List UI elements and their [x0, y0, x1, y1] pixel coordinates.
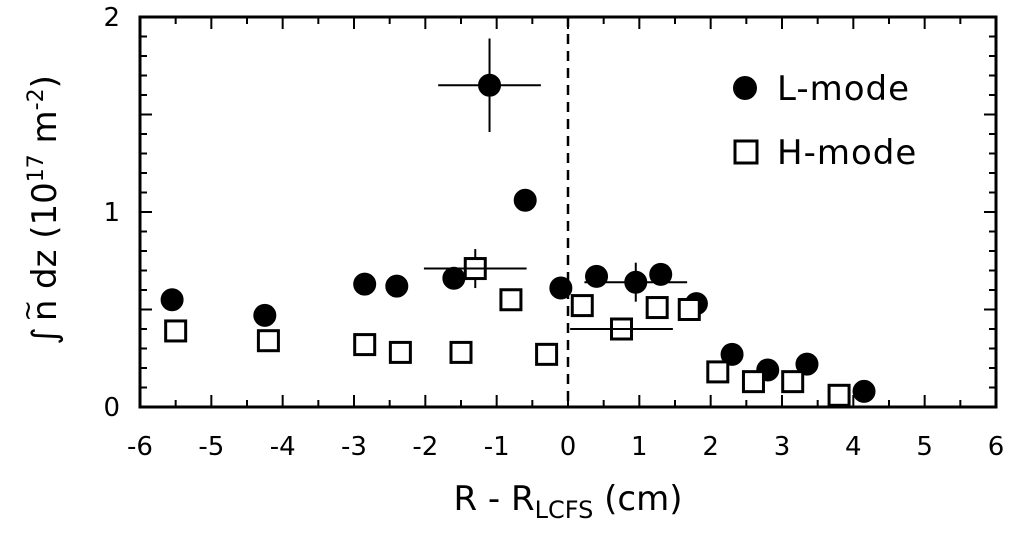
legend: L-mode H-mode — [733, 69, 917, 173]
y-axis-title-var: n — [25, 300, 65, 322]
l-mode-point — [549, 276, 573, 300]
h-mode-point — [256, 329, 280, 353]
h-mode-point — [449, 340, 473, 364]
axis-ticks: -6 -5 -4 -3 -2 -1 0 1 2 3 4 5 6 0 1 2 — [103, 3, 1004, 462]
l-mode-point — [253, 303, 277, 327]
y-axis-title-dz: dz (10 — [25, 182, 65, 300]
l-mode-point — [442, 266, 466, 290]
h-mode-point — [741, 370, 765, 394]
x-tick-label: -6 — [127, 432, 153, 462]
l-mode-point — [160, 288, 184, 312]
legend-h-mode-marker — [733, 139, 759, 165]
h-mode-point — [827, 383, 851, 407]
x-axis-title: R - RLCFS (cm) — [453, 479, 682, 524]
x-tick-label: -4 — [270, 432, 296, 462]
y-axis-title-integral: ∫ — [25, 327, 65, 345]
h-mode-point — [677, 298, 701, 321]
l-mode-point — [513, 188, 537, 212]
x-tick-label: 5 — [916, 432, 933, 462]
h-mode-point — [535, 342, 559, 366]
y-tick-label: 0 — [103, 393, 120, 423]
x-tick-label: -3 — [341, 432, 367, 462]
svg-text:∫n~ dz (1017 m-2): ∫ n~ dz (1017 m-2) — [13, 75, 65, 345]
legend-l-mode-label: L-mode — [777, 69, 910, 109]
h-mode-point — [353, 333, 377, 357]
x-tick-label: 4 — [845, 432, 862, 462]
h-mode-point — [706, 360, 730, 384]
h-mode-point — [781, 370, 805, 394]
x-tick-label: 2 — [702, 432, 719, 462]
h-mode-point — [164, 319, 188, 343]
legend-l-mode-marker — [733, 76, 757, 100]
l-mode-point — [478, 73, 502, 97]
y-axis-title-exp1: 17 — [24, 154, 49, 182]
y-tick-label: 1 — [103, 198, 120, 228]
x-axis-title-unit: (cm) — [593, 479, 682, 519]
l-mode-point — [624, 270, 648, 294]
x-tick-label: -2 — [412, 432, 438, 462]
h-mode-point — [570, 294, 594, 318]
h-mode-point — [645, 296, 669, 320]
x-tick-label: 1 — [631, 432, 648, 462]
l-mode-point — [353, 272, 377, 296]
x-tick-label: 0 — [560, 432, 577, 462]
x-tick-label: -1 — [484, 432, 510, 462]
y-tick-label: 2 — [103, 3, 120, 33]
x-axis-title-subscript: LCFS — [535, 496, 594, 524]
h-mode-point — [388, 340, 412, 364]
l-mode-point — [585, 264, 609, 288]
x-tick-label: -5 — [198, 432, 224, 462]
legend-h-mode-label: H-mode — [777, 133, 917, 173]
h-mode-point — [499, 288, 523, 312]
y-axis-title-exp2: -2 — [24, 88, 49, 110]
l-mode-point — [720, 342, 744, 366]
x-tick-label: 3 — [774, 432, 791, 462]
data-markers — [160, 73, 876, 407]
l-mode-point — [795, 352, 819, 376]
x-tick-label: 6 — [988, 432, 1005, 462]
l-mode-point — [852, 379, 876, 403]
y-axis-title-tilde: ~ — [13, 300, 43, 322]
y-axis-title-close: ) — [25, 75, 65, 88]
y-axis-title: ∫ n~ dz (1017 m-2) — [13, 75, 65, 345]
l-mode-point — [649, 262, 673, 286]
y-axis-title-unit: m — [25, 110, 65, 154]
l-mode-point — [385, 274, 409, 298]
x-axis-title-main: R - R — [453, 479, 534, 519]
